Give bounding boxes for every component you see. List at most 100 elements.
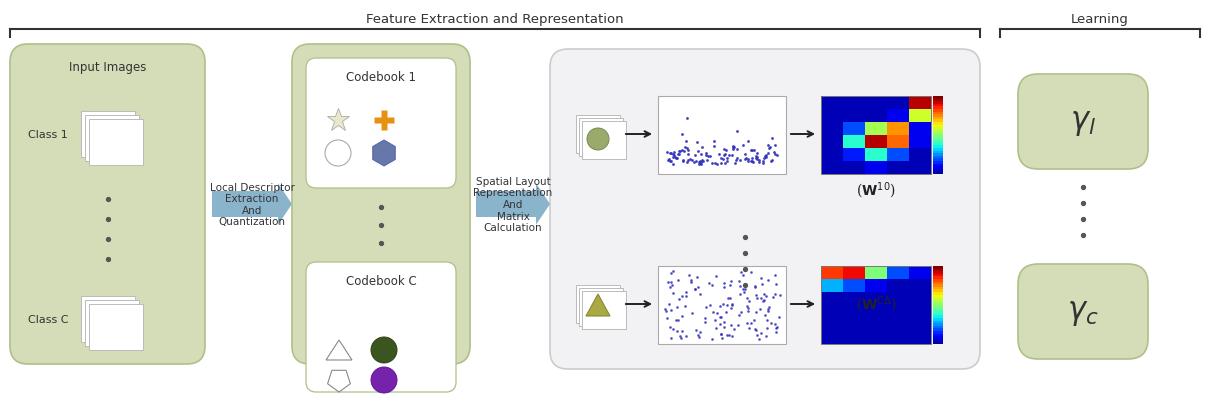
FancyBboxPatch shape xyxy=(576,285,621,323)
Bar xyxy=(821,162,844,175)
Point xyxy=(670,333,690,339)
FancyBboxPatch shape xyxy=(88,304,143,350)
Bar xyxy=(821,292,844,305)
Point xyxy=(693,158,713,164)
Bar xyxy=(865,266,887,279)
Bar xyxy=(933,120,943,123)
Point xyxy=(656,306,675,312)
Bar xyxy=(933,324,943,326)
Point xyxy=(665,155,685,161)
Bar xyxy=(887,331,909,344)
Point xyxy=(675,145,694,151)
Bar xyxy=(865,331,887,344)
Point xyxy=(748,295,767,302)
Point xyxy=(738,157,758,163)
FancyBboxPatch shape xyxy=(658,97,787,175)
Point xyxy=(758,151,777,157)
Bar xyxy=(933,167,943,169)
Bar xyxy=(933,295,943,297)
Point xyxy=(731,269,750,275)
Point xyxy=(727,129,747,135)
Point xyxy=(718,159,737,165)
Point xyxy=(701,302,720,308)
Point xyxy=(738,139,758,145)
Bar xyxy=(844,279,865,292)
Point xyxy=(737,295,756,302)
Point xyxy=(751,275,771,282)
Point xyxy=(744,317,764,323)
Point xyxy=(727,155,747,162)
Point xyxy=(749,336,768,342)
Point xyxy=(688,284,708,290)
Point xyxy=(748,156,767,163)
FancyBboxPatch shape xyxy=(88,120,143,166)
Point xyxy=(691,151,710,158)
Bar xyxy=(844,136,865,149)
Point xyxy=(669,296,688,302)
Bar xyxy=(933,102,943,104)
FancyBboxPatch shape xyxy=(85,116,138,162)
Point xyxy=(671,132,691,139)
Bar xyxy=(844,305,865,318)
Point xyxy=(668,151,687,158)
Point xyxy=(753,281,772,288)
Bar xyxy=(887,110,909,123)
Point xyxy=(724,145,743,151)
Point xyxy=(765,291,784,297)
Point xyxy=(674,149,693,155)
Bar xyxy=(865,136,887,149)
Point xyxy=(715,319,734,326)
Polygon shape xyxy=(212,184,292,225)
Bar xyxy=(909,149,931,162)
Bar xyxy=(933,115,943,117)
Point xyxy=(676,159,696,166)
Point xyxy=(719,294,738,301)
Text: Codebook 1: Codebook 1 xyxy=(345,71,416,84)
Bar xyxy=(909,279,931,292)
Bar xyxy=(909,292,931,305)
Point xyxy=(766,329,785,335)
Point xyxy=(720,282,739,288)
Point xyxy=(657,150,676,156)
Bar xyxy=(933,313,943,315)
Point xyxy=(704,143,724,150)
Point xyxy=(693,144,713,150)
Bar xyxy=(933,300,943,303)
Bar xyxy=(865,123,887,136)
Polygon shape xyxy=(476,184,550,225)
Bar xyxy=(844,292,865,305)
Bar xyxy=(933,138,943,141)
Point xyxy=(663,161,682,168)
Point xyxy=(741,148,760,154)
Point xyxy=(747,155,766,162)
Bar xyxy=(844,162,865,175)
Point xyxy=(698,153,718,160)
Point xyxy=(731,158,750,164)
Point xyxy=(759,304,778,310)
Point xyxy=(671,335,691,341)
Point xyxy=(688,332,708,339)
Point xyxy=(715,160,734,167)
Bar xyxy=(933,279,943,282)
Point xyxy=(702,336,721,342)
Point xyxy=(697,158,716,164)
Point xyxy=(669,277,688,284)
Bar xyxy=(933,326,943,328)
Point xyxy=(770,292,789,299)
Bar xyxy=(821,266,844,279)
Bar xyxy=(933,308,943,311)
Circle shape xyxy=(371,337,398,363)
FancyBboxPatch shape xyxy=(579,288,623,326)
Point xyxy=(709,151,728,158)
Point xyxy=(739,325,759,332)
Point xyxy=(742,159,761,165)
Point xyxy=(714,152,733,159)
Point xyxy=(734,289,754,295)
Bar xyxy=(844,331,865,344)
Text: $\gamma_l$: $\gamma_l$ xyxy=(1070,107,1096,138)
Point xyxy=(756,317,776,323)
Point xyxy=(747,332,766,338)
Point xyxy=(673,147,692,153)
Point xyxy=(714,157,733,163)
Point xyxy=(731,291,750,297)
